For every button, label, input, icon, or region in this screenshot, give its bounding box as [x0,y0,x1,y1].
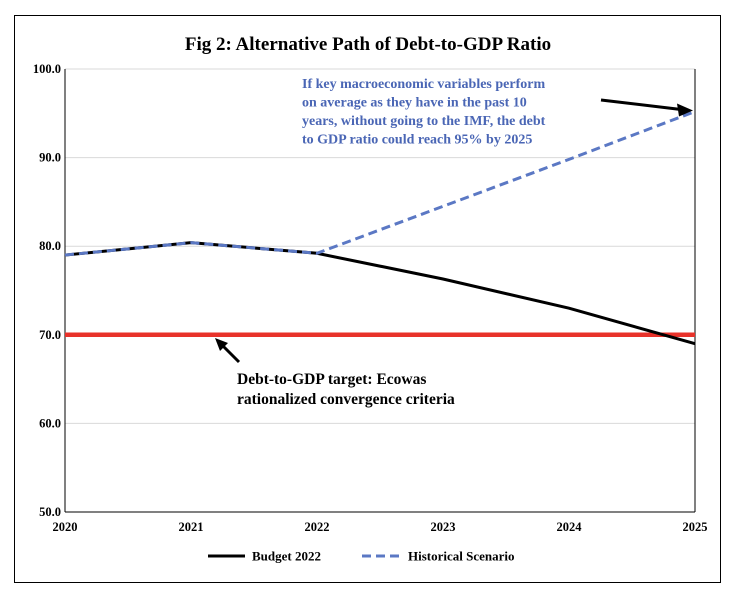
series-line-budget-2022 [64,241,696,346]
x-tick-label: 2020 [53,520,78,534]
y-tick-label: 90.0 [39,151,61,165]
y-tick-label: 70.0 [39,328,61,342]
arrowhead-target [215,338,228,351]
x-tick-label: 2025 [683,520,708,534]
y-tick-label: 100.0 [33,62,61,76]
y-tick-label: 60.0 [39,416,61,430]
annotation-historical-line: years, without going to the IMF, the deb… [302,114,546,129]
legend: Budget 2022 Historical Scenario [208,549,515,564]
chart-frame: Fig 2: Alternative Path of Debt-to-GDP R… [14,15,721,583]
annotation-target-line: rationalized convergence criteria [237,391,455,408]
annotation-historical-line: If key macroeconomic variables perform [302,77,545,92]
series-layer [64,110,696,346]
annotation-historical-line: on average as they have in the past 10 [302,96,527,111]
y-tick-label: 50.0 [39,505,61,519]
legend-label-budget-2022: Budget 2022 [252,549,321,564]
x-tick-label: 2024 [557,520,583,534]
chart-title: Fig 2: Alternative Path of Debt-to-GDP R… [185,34,551,55]
arrowhead-historical [677,103,693,117]
debt-to-gdp-chart: Fig 2: Alternative Path of Debt-to-GDP R… [33,34,708,564]
x-tick-label: 2022 [305,520,330,534]
annotation-target-line: Debt-to-GDP target: Ecowas [237,371,426,388]
x-tick-label: 2023 [431,520,456,534]
annotation-historical-line: to GDP ratio could reach 95% by 2025 [302,133,532,148]
arrow-to-target-line [220,343,241,364]
legend-label-historical-scenario: Historical Scenario [408,549,515,564]
annotation-layer: If key macroeconomic variables perform on… [215,77,693,408]
arrow-to-historical-endpoint [600,98,682,112]
series-line-historical-scenario [64,110,696,257]
y-tick-label: 80.0 [39,239,61,253]
x-tick-label: 2021 [179,520,204,534]
